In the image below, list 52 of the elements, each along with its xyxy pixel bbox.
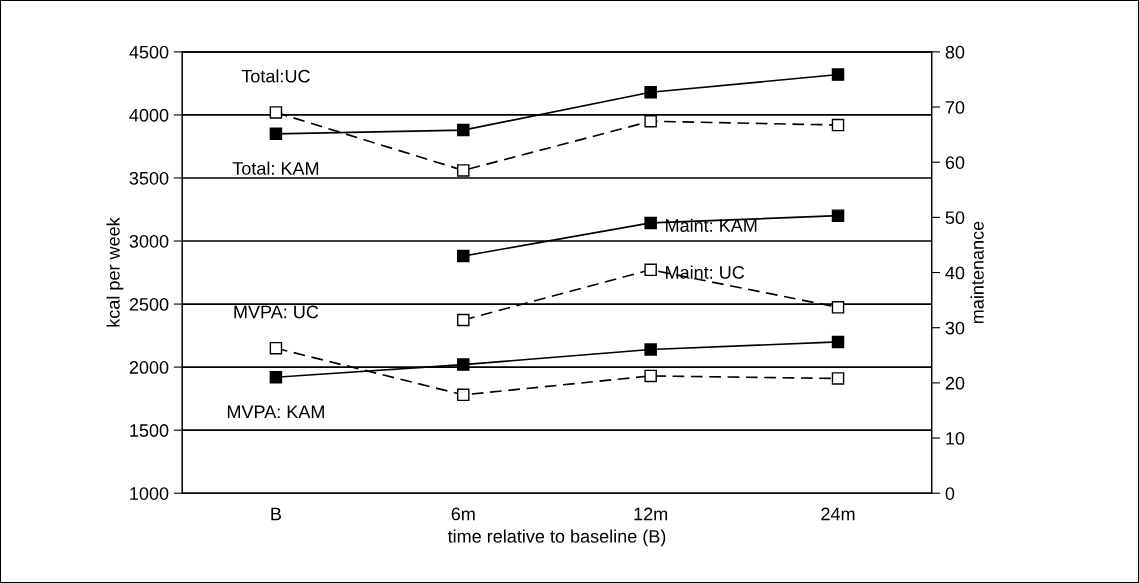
y2-tick-label: 70 <box>945 100 965 114</box>
point <box>269 127 283 141</box>
point <box>457 164 470 177</box>
point <box>831 209 845 222</box>
point <box>457 123 470 137</box>
point <box>831 68 845 81</box>
x-tick-label: 24m <box>821 507 855 521</box>
y-tick-label: 3500 <box>129 171 169 185</box>
x-axis-title: time relative to baseline (B) <box>447 529 666 547</box>
series-label: Total: KAM <box>232 161 319 175</box>
point <box>831 335 845 349</box>
series-label: Maint: UC <box>666 265 745 279</box>
series-label: MVPA: KAM <box>227 405 324 418</box>
point <box>269 370 283 384</box>
y2-tick-label: 80 <box>945 45 965 59</box>
x-tick-label: 12m <box>634 507 668 521</box>
point <box>644 369 657 383</box>
x-tick-label: 6m <box>451 507 475 521</box>
y-tick-label: 1000 <box>130 487 169 500</box>
point <box>457 249 470 263</box>
y-tick-label: 2500 <box>129 298 169 311</box>
series-label: MVPA: UC <box>234 305 319 319</box>
point <box>457 388 470 402</box>
y-axis-title: kcal per week <box>106 217 124 327</box>
point <box>644 216 657 230</box>
y2-tick-label: 20 <box>945 376 965 390</box>
y2-tick-label: 0 <box>945 487 955 500</box>
point <box>644 343 657 356</box>
point <box>831 372 845 385</box>
point <box>457 313 470 327</box>
y2-axis-title: maintenance <box>970 221 984 324</box>
y2-tick-label: 60 <box>945 156 965 169</box>
series-label: Total:UC <box>241 69 310 83</box>
y2-tick-label: 50 <box>945 211 965 225</box>
y2-tick-label: 40 <box>945 266 965 280</box>
y-tick-label: 4500 <box>129 45 169 59</box>
point <box>457 358 470 371</box>
series-label: Maint: KAM <box>666 218 757 232</box>
point <box>831 301 845 314</box>
y2-tick-label: 30 <box>945 321 965 335</box>
point <box>644 114 657 128</box>
point <box>269 341 283 355</box>
y2-tick-label: 10 <box>946 431 965 445</box>
y-tick-label: 2000 <box>129 361 169 374</box>
y-tick-label: 1500 <box>130 424 169 437</box>
y-tick-label: 4000 <box>129 108 169 122</box>
point <box>831 118 845 132</box>
point <box>644 263 657 277</box>
x-tick-label: B <box>271 507 281 521</box>
y-tick-label: 3000 <box>129 234 169 248</box>
point <box>269 106 283 119</box>
point <box>644 85 657 99</box>
